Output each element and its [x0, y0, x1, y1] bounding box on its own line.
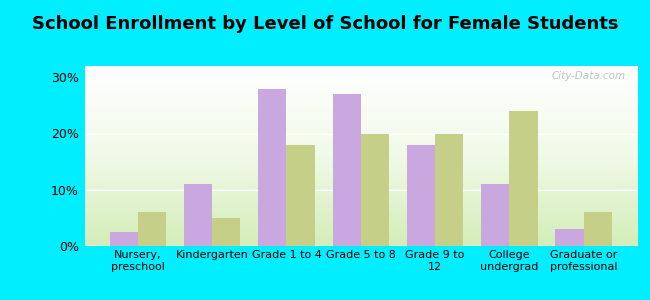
Bar — [110, 232, 138, 246]
Bar — [258, 88, 287, 246]
Bar — [407, 145, 435, 246]
Bar — [333, 94, 361, 246]
Bar — [481, 184, 510, 246]
Bar — [510, 111, 538, 246]
Text: School Enrollment by Level of School for Female Students: School Enrollment by Level of School for… — [32, 15, 618, 33]
Bar — [138, 212, 166, 246]
Text: City-Data.com: City-Data.com — [552, 71, 626, 81]
Bar — [361, 134, 389, 246]
Bar — [184, 184, 212, 246]
Bar — [287, 145, 315, 246]
Bar — [212, 218, 240, 246]
Bar — [555, 229, 584, 246]
Bar — [584, 212, 612, 246]
Bar — [435, 134, 463, 246]
